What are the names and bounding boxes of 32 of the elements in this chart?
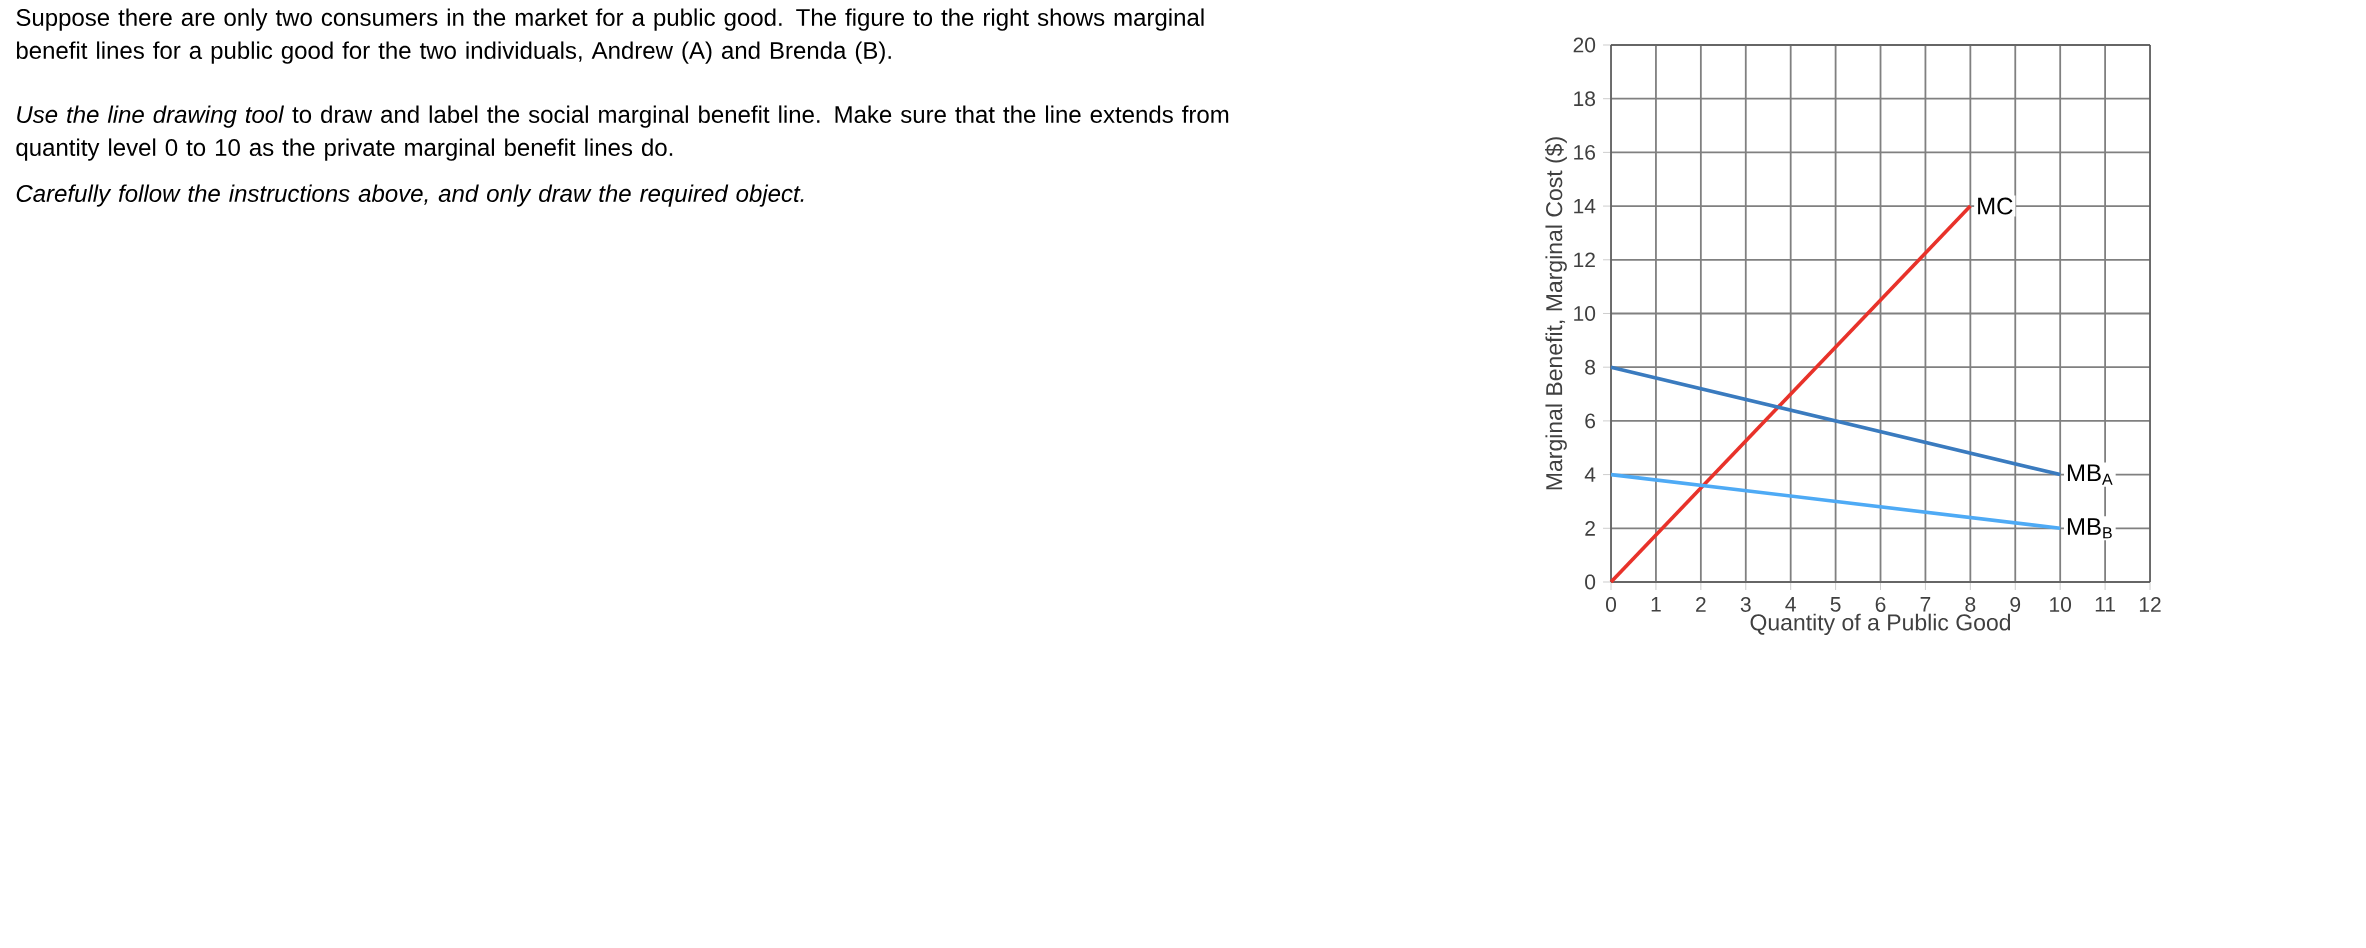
x-tick-label: 6 — [1875, 597, 1886, 612]
y-tick-label: 14 — [1574, 198, 1596, 214]
x-tick-label: 10 — [2050, 597, 2072, 612]
x-tick-label: 2 — [1696, 597, 1706, 612]
x-tick-label: 0 — [1606, 597, 1617, 612]
text: Use the line drawing tool to draw and label the social marginal benefit line. Make sure that the line extends from quantity level 0 to 10 as the private marginal benefit lines do. — [16, 105, 1229, 161]
y-tick-label: 20 — [1573, 37, 1596, 53]
y-tick-label: 6 — [1585, 413, 1596, 429]
x-tick-label: 3 — [1740, 597, 1751, 612]
x-axis-title: Quantity of a Public Good — [1750, 613, 2011, 636]
series-label: MB$_{A}$ — [2067, 464, 2113, 485]
x-tick-label: 9 — [2010, 597, 2021, 612]
y-tick-label: 8 — [1585, 359, 1596, 375]
y-tick-label: 4 — [1584, 467, 1596, 482]
y-axis-title: Marginal Benefit, Marginal Cost ($) — [1545, 137, 1567, 490]
text: Suppose there are only two consumers in the market for a public good. The figure to the right shows marginal benefit lines for a public good for the two individuals, Andrew (A) and Brenda (B). — [16, 8, 1204, 64]
y-tick-label: 10 — [1574, 306, 1596, 321]
x-tick-label: 8 — [1965, 597, 1976, 612]
x-tick-label: 7 — [1920, 597, 1931, 612]
y-tick-label: 0 — [1585, 574, 1596, 590]
x-tick-label: 1 — [1651, 597, 1661, 612]
y-tick-label: 2 — [1585, 520, 1595, 536]
y-tick-label: 12 — [1574, 252, 1595, 268]
text: Carefully follow the instructions above, and only draw the required object. — [16, 184, 804, 207]
x-tick-label: 12 — [2139, 597, 2161, 612]
y-tick-label: 16 — [1574, 144, 1596, 160]
x-tick-label: 5 — [1830, 597, 1841, 612]
x-tick-label: 11 — [2095, 597, 2115, 612]
x-tick-label: 4 — [1785, 597, 1796, 612]
y-tick-label: 18 — [1574, 91, 1596, 107]
series-label: MC — [1978, 197, 2013, 215]
series-label: MB$_{B}$ — [2067, 518, 2112, 539]
